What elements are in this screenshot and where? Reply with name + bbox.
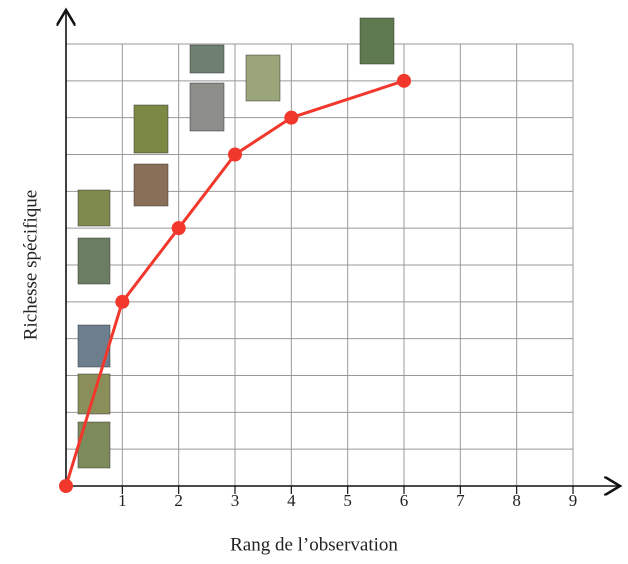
x-tick-label: 5 (343, 491, 352, 510)
data-point (397, 73, 411, 88)
x-tick-label: 4 (287, 491, 296, 510)
x-tick-label: 9 (569, 491, 578, 510)
photos (77, 17, 395, 469)
photo (77, 373, 111, 415)
data-point (115, 294, 130, 309)
photo (77, 421, 111, 469)
x-axis-label: Rang de l’observation (230, 534, 398, 555)
data-point (228, 147, 242, 162)
photo (77, 189, 111, 227)
photo (359, 17, 395, 65)
photo (189, 44, 225, 74)
x-tick-label: 3 (231, 491, 240, 510)
data-point (171, 221, 186, 236)
photo (245, 54, 281, 102)
photo (133, 163, 169, 207)
y-axis-label: Richesse spécifique (20, 190, 41, 340)
x-tick-label: 1 (118, 491, 127, 510)
data-point (284, 110, 299, 125)
x-tick-label: 7 (456, 491, 465, 510)
x-tick-label: 6 (400, 491, 409, 510)
photo (189, 82, 225, 132)
x-tick-label: 2 (174, 491, 183, 510)
series-line (64, 79, 405, 487)
x-tick-label: 8 (512, 491, 521, 510)
data-point (59, 479, 73, 493)
photo (133, 104, 169, 154)
photo (77, 237, 111, 285)
